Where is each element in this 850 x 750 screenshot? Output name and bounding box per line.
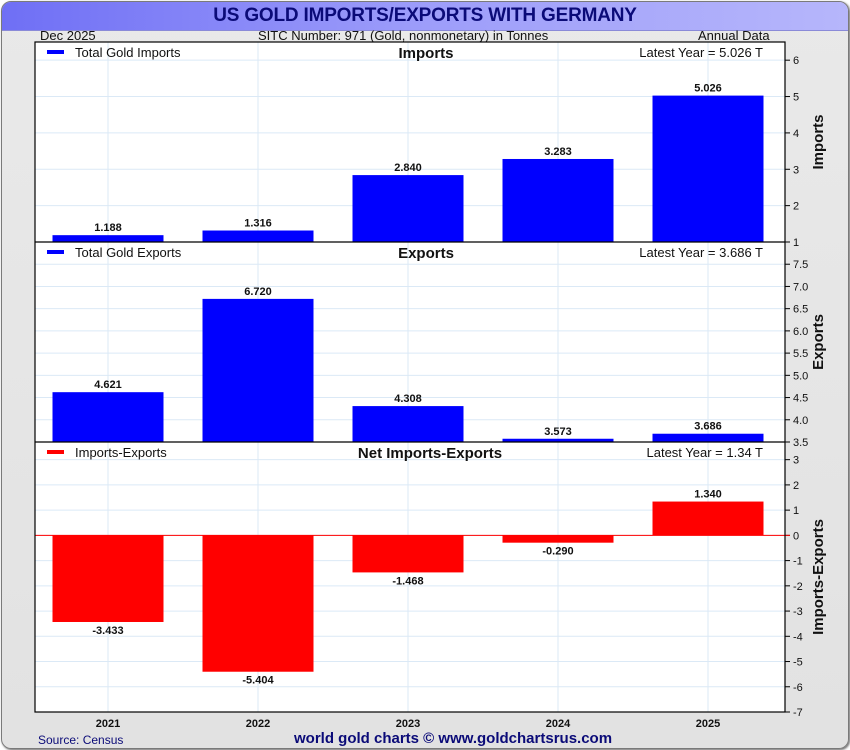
imports-value-label: 1.188 <box>94 222 122 234</box>
x-tick-label: 2021 <box>96 718 120 730</box>
imports-bar-2024 <box>502 158 614 242</box>
net-ytick-label: 3 <box>793 455 799 467</box>
net-axis-title: Imports-Exports <box>810 519 827 635</box>
net-value-label: -5.404 <box>242 675 274 687</box>
exports-value-label: 6.720 <box>244 286 272 298</box>
imports-ytick-label: 2 <box>793 201 799 213</box>
net-ytick-label: 1 <box>793 505 799 517</box>
net-ytick-label: 0 <box>793 530 799 542</box>
exports-ytick-label: 4.5 <box>793 393 808 405</box>
exports-bar-2024 <box>502 438 614 442</box>
net-legend-swatch <box>47 450 64 454</box>
imports-bar-2025 <box>652 95 764 242</box>
net-ytick-label: -4 <box>793 631 803 643</box>
net-ytick-label: -6 <box>793 682 803 694</box>
plot-border <box>34 41 786 713</box>
net-ytick-label: -5 <box>793 657 803 669</box>
exports-value-label: 4.621 <box>94 379 122 391</box>
exports-bar-2022 <box>202 298 314 442</box>
exports-ytick-label: 5.5 <box>793 348 808 360</box>
net-ytick-label: -2 <box>793 581 803 593</box>
exports-legend-label: Total Gold Exports <box>75 245 182 260</box>
exports-legend-swatch <box>47 250 64 254</box>
frequency-label: Annual Data <box>698 28 770 43</box>
net-legend-label: Imports-Exports <box>75 445 167 460</box>
imports-bar-2023 <box>352 175 464 242</box>
net-panel-title: Net Imports-Exports <box>358 445 502 462</box>
x-tick-label: 2024 <box>546 718 571 730</box>
net-latest-label: Latest Year = 1.34 T <box>647 445 764 460</box>
imports-ytick-label: 5 <box>793 92 799 104</box>
net-ytick-label: -3 <box>793 606 803 618</box>
imports-value-label: 1.316 <box>244 218 272 230</box>
net-ytick-label: -7 <box>793 707 803 719</box>
net-bar-2024 <box>502 535 614 543</box>
net-bar-2025 <box>652 501 764 536</box>
exports-panel-title: Exports <box>398 245 454 262</box>
net-bar-2022 <box>202 535 314 672</box>
net-value-label: -1.468 <box>392 575 423 587</box>
title-bar: US GOLD IMPORTS/EXPORTS WITH GERMANY <box>2 2 848 31</box>
imports-legend-swatch <box>47 50 64 54</box>
exports-bar-2025 <box>652 433 764 442</box>
imports-legend-label: Total Gold Imports <box>75 45 181 60</box>
x-tick-label: 2025 <box>696 718 720 730</box>
exports-bar-2021 <box>52 392 164 442</box>
imports-value-label: 5.026 <box>694 83 722 95</box>
imports-ytick-label: 6 <box>793 55 799 67</box>
imports-latest-label: Latest Year = 5.026 T <box>639 45 763 60</box>
credit-label: world gold charts © www.goldchartsrus.co… <box>294 730 613 747</box>
exports-value-label: 3.686 <box>694 421 722 433</box>
imports-panel-title: Imports <box>398 45 453 62</box>
imports-bar-2022 <box>202 230 314 242</box>
exports-ytick-label: 3.5 <box>793 437 808 449</box>
exports-value-label: 4.308 <box>394 393 422 405</box>
chart-title: US GOLD IMPORTS/EXPORTS WITH GERMANY <box>213 5 637 26</box>
net-value-label: 1.340 <box>694 489 722 501</box>
exports-axis-title: Exports <box>810 314 827 370</box>
x-tick-label: 2022 <box>246 718 270 730</box>
imports-value-label: 2.840 <box>394 162 422 174</box>
exports-ytick-label: 7.0 <box>793 281 808 293</box>
exports-ytick-label: 7.5 <box>793 259 808 271</box>
exports-ytick-label: 4.0 <box>793 415 808 427</box>
net-bar-2021 <box>52 535 164 622</box>
exports-ytick-label: 6.0 <box>793 326 808 338</box>
net-value-label: -3.433 <box>92 625 123 637</box>
exports-ytick-label: 6.5 <box>793 304 808 316</box>
imports-ytick-label: 1 <box>793 237 799 249</box>
exports-bar-2023 <box>352 406 464 442</box>
imports-ytick-label: 3 <box>793 164 799 176</box>
net-ytick-label: -1 <box>793 556 803 568</box>
exports-latest-label: Latest Year = 3.686 T <box>639 245 763 260</box>
subtitle-label: SITC Number: 971 (Gold, nonmonetary) in … <box>258 28 549 43</box>
net-bar-2023 <box>352 535 464 573</box>
net-value-label: -0.290 <box>542 546 573 558</box>
imports-bar-2021 <box>52 235 164 242</box>
imports-axis-title: Imports <box>810 114 827 169</box>
source-label: Source: Census <box>38 733 124 747</box>
x-tick-label: 2023 <box>396 718 420 730</box>
exports-ytick-label: 5.0 <box>793 370 808 382</box>
imports-ytick-label: 4 <box>793 128 799 140</box>
exports-value-label: 3.573 <box>544 426 572 438</box>
imports-value-label: 3.283 <box>544 146 572 158</box>
net-ytick-label: 2 <box>793 480 799 492</box>
date-label: Dec 2025 <box>40 28 96 43</box>
